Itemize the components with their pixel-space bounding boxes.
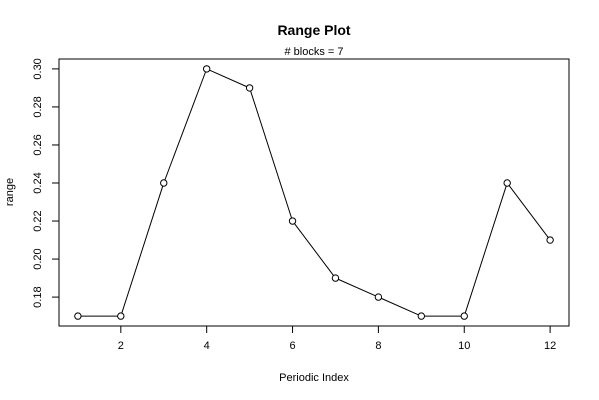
data-point bbox=[245, 84, 254, 92]
data-point bbox=[117, 312, 125, 320]
chart-title: Range Plot bbox=[277, 22, 350, 38]
x-axis: 2 4 6 8 10 12 bbox=[118, 326, 556, 352]
series-line bbox=[81, 69, 549, 317]
series-segment bbox=[209, 69, 247, 88]
x-tick-label: 12 bbox=[544, 340, 556, 352]
x-tick-label: 2 bbox=[118, 340, 124, 352]
x-tick-label: 6 bbox=[289, 340, 295, 352]
series-points bbox=[74, 65, 554, 320]
series-segment bbox=[121, 185, 164, 314]
y-tick-label: 0.24 bbox=[32, 172, 44, 193]
y-tick-label: 0.28 bbox=[32, 96, 44, 117]
series-segment bbox=[508, 185, 549, 238]
data-point bbox=[202, 65, 211, 73]
series-segment bbox=[381, 297, 419, 316]
y-tick-label: 0.22 bbox=[32, 210, 44, 231]
data-point bbox=[74, 312, 82, 320]
data-point bbox=[546, 236, 554, 244]
x-tick-label: 10 bbox=[458, 340, 470, 352]
data-point bbox=[460, 312, 468, 320]
y-tick-label: 0.18 bbox=[32, 286, 44, 307]
series-segment bbox=[338, 278, 376, 297]
y-tick-label: 0.26 bbox=[32, 134, 44, 155]
data-point bbox=[331, 274, 340, 282]
y-tick-label: 0.30 bbox=[32, 58, 44, 79]
y-axis-label: range bbox=[4, 178, 16, 206]
x-tick-label: 8 bbox=[375, 340, 381, 352]
chart-subtitle: # blocks = 7 bbox=[284, 46, 343, 58]
x-tick-label: 4 bbox=[204, 340, 210, 352]
y-tick-label: 0.20 bbox=[32, 248, 44, 269]
y-axis: 0.18 0.20 0.22 0.24 0.26 0.28 0.30 bbox=[32, 58, 59, 308]
series-segment bbox=[250, 90, 293, 219]
plot-frame bbox=[58, 58, 570, 327]
data-point bbox=[288, 217, 297, 225]
series-segment bbox=[164, 71, 207, 181]
x-axis-label: Periodic Index bbox=[279, 372, 349, 384]
data-point bbox=[503, 179, 511, 187]
data-point bbox=[160, 179, 168, 187]
series-segment bbox=[464, 185, 507, 314]
series-segment bbox=[294, 223, 334, 276]
data-point bbox=[417, 312, 426, 320]
data-point bbox=[374, 293, 383, 301]
